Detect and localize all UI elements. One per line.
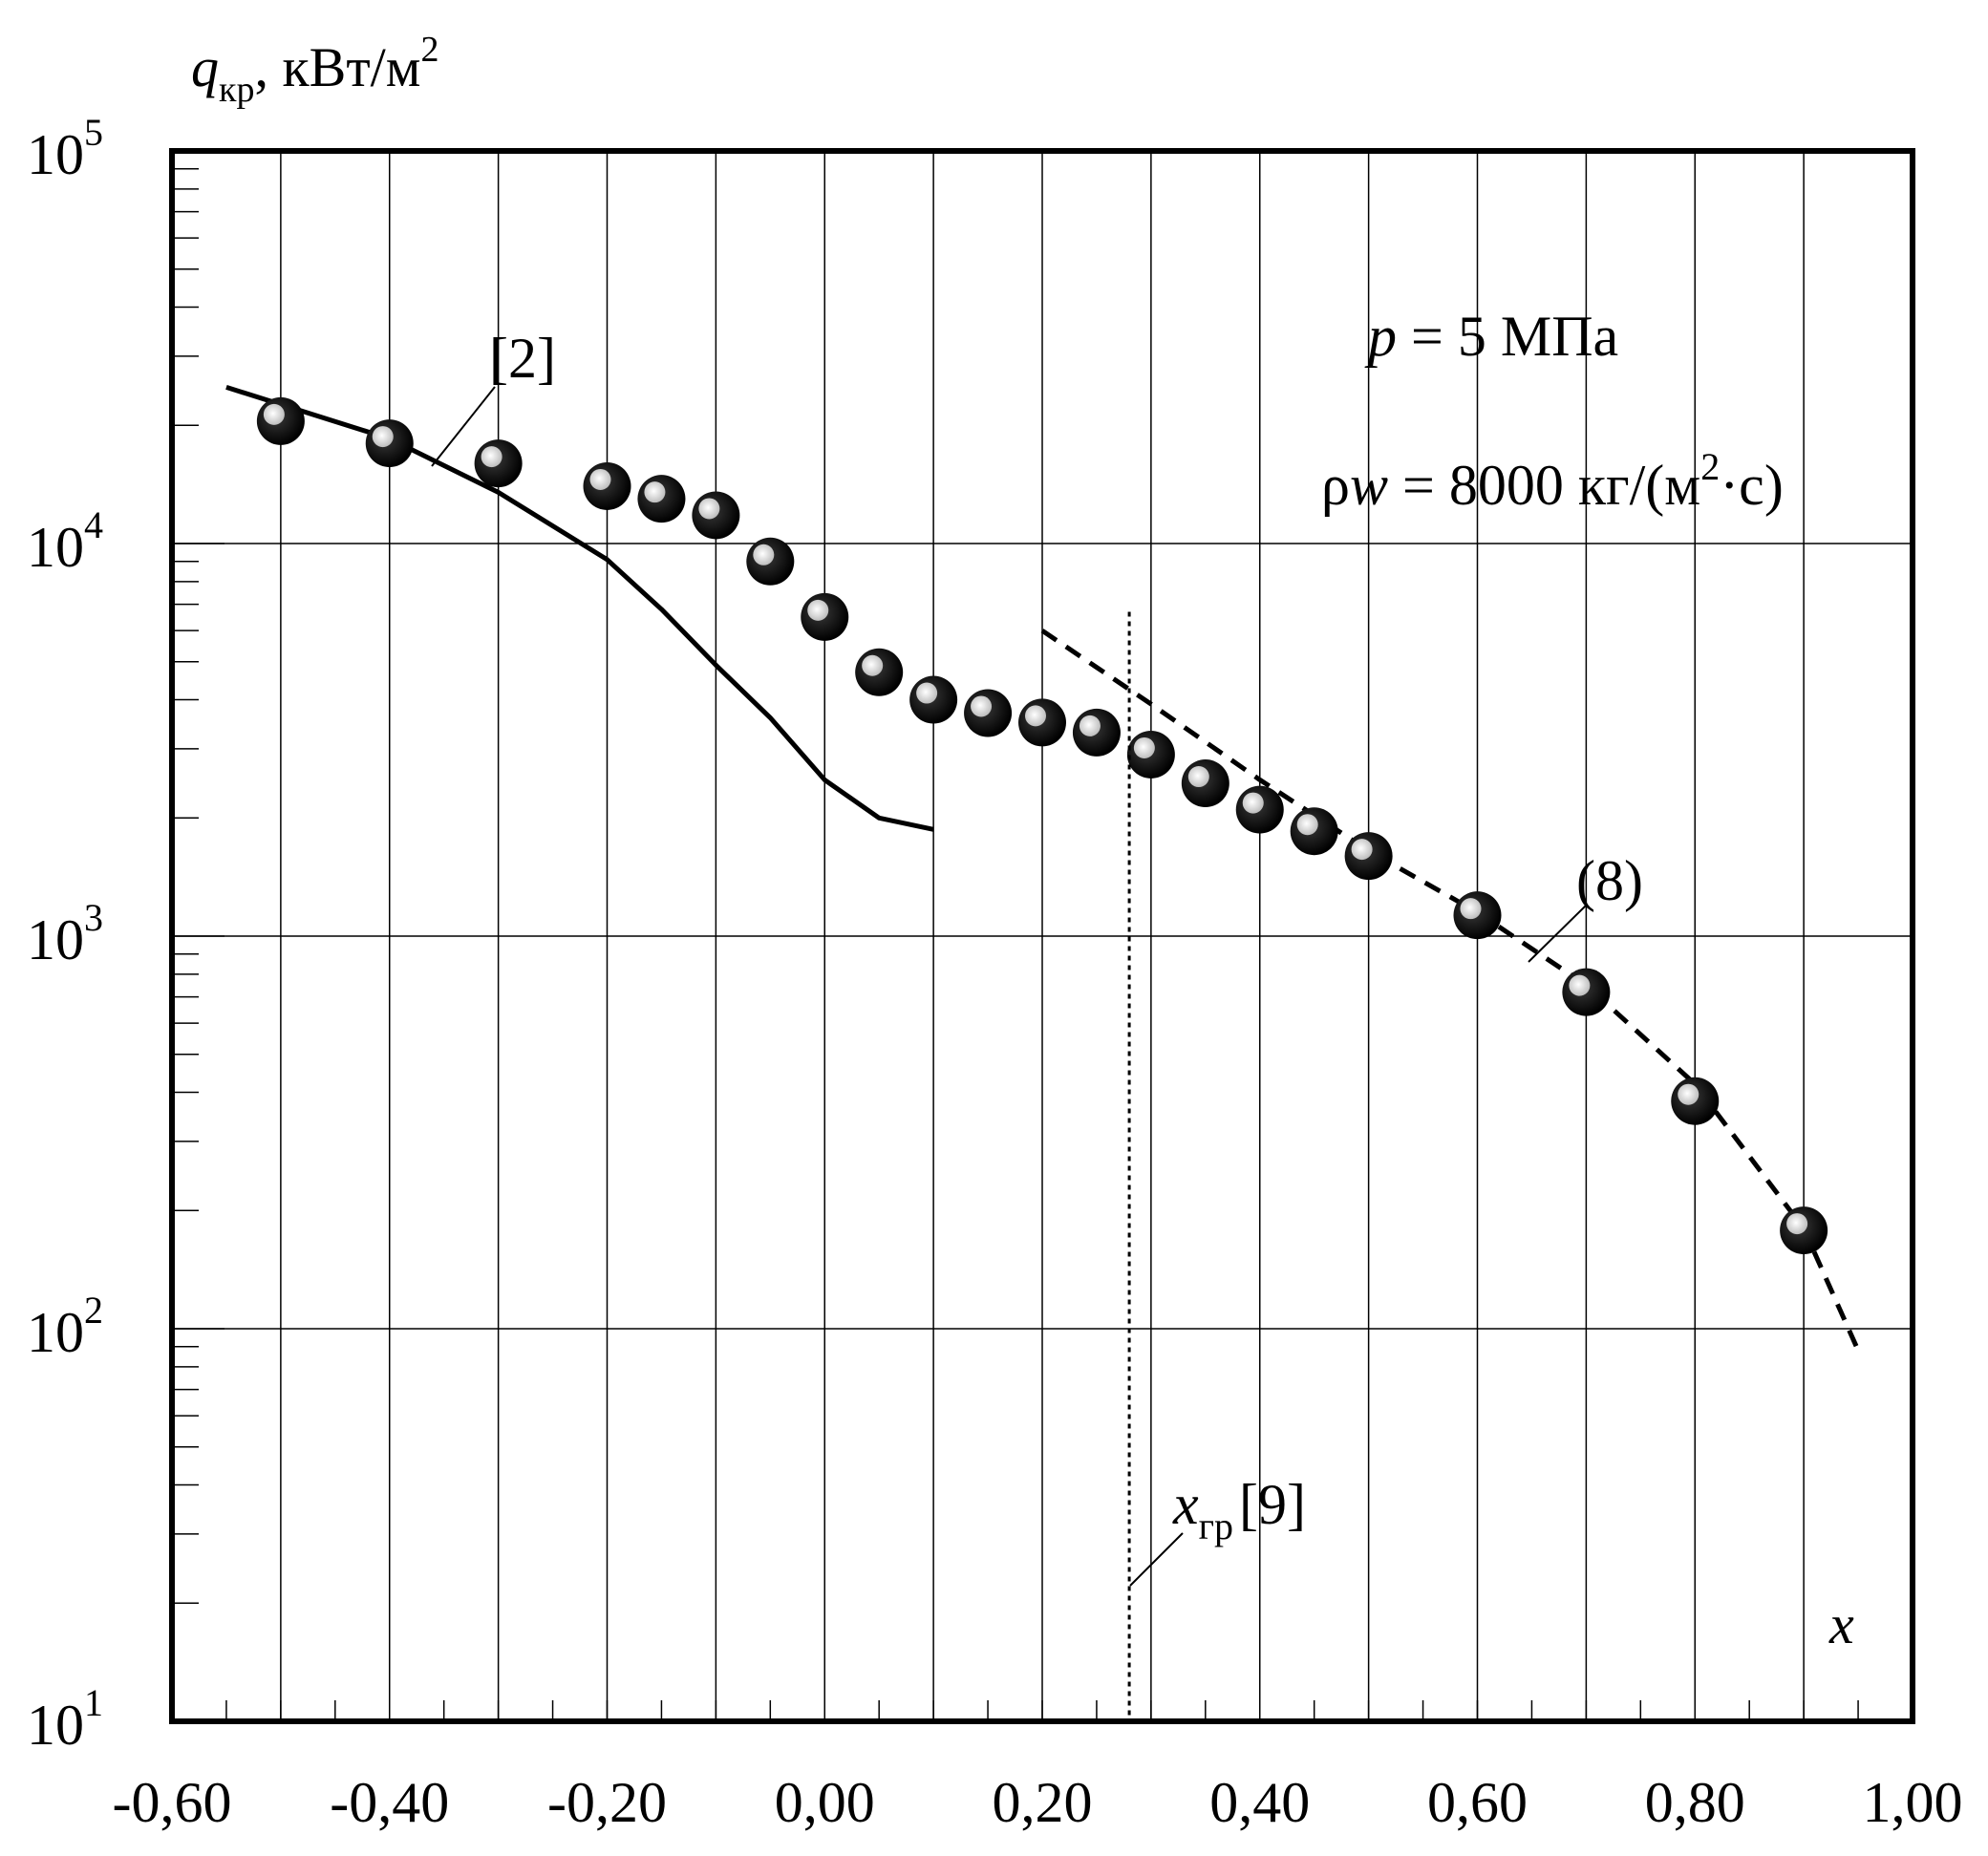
- ref-curve-leader: [431, 386, 496, 467]
- y-axis-label: qкр, кВт/м2: [191, 30, 439, 110]
- data-point-highlight: [263, 403, 285, 425]
- data-point-highlight: [1025, 705, 1046, 727]
- data-point-highlight: [1296, 814, 1318, 836]
- x-tick-label: 0,20: [993, 1771, 1093, 1834]
- x-tick-label: 0,60: [1427, 1771, 1528, 1834]
- y-tick-label: 104: [27, 503, 103, 579]
- x-tick-labels: -0,60 -0,40 -0,20 0,00 0,20 0,40 0,60 0,80 1,00: [113, 1771, 1963, 1834]
- y-tick-label: 103: [27, 896, 103, 971]
- data-point: [909, 675, 958, 724]
- y-tick-label: 102: [27, 1289, 103, 1364]
- grid: [172, 151, 1913, 1721]
- plot-frame: [169, 148, 1915, 1724]
- data-point: [1181, 759, 1229, 808]
- data-point-highlight: [589, 468, 611, 490]
- data-point: [1235, 785, 1284, 834]
- data-point-highlight: [698, 498, 720, 520]
- y-tick-label: 101: [27, 1681, 103, 1757]
- data-point-highlight: [862, 654, 884, 676]
- boundary-label: xгр [9]: [1172, 1473, 1306, 1547]
- data-point-highlight: [1460, 898, 1482, 920]
- data-point: [583, 461, 631, 510]
- data-point: [692, 491, 740, 540]
- data-point: [964, 689, 1013, 737]
- x-tick-label: 0,00: [775, 1771, 875, 1834]
- x-tick-label: -0,20: [547, 1771, 667, 1834]
- data-point: [746, 537, 795, 586]
- data-point: [474, 439, 523, 488]
- data-point-highlight: [916, 682, 938, 704]
- data-point-highlight: [753, 544, 775, 565]
- x-tick-label: 0,80: [1645, 1771, 1745, 1834]
- data-point: [1671, 1077, 1720, 1125]
- pressure-annotation: p = 5 МПа: [1364, 305, 1618, 368]
- data-point: [1290, 807, 1338, 856]
- data-point-highlight: [1133, 736, 1155, 758]
- data-point-highlight: [1678, 1083, 1699, 1105]
- y-tick-label: 105: [27, 111, 103, 186]
- ref-curve-label: [2]: [489, 327, 556, 390]
- data-point-highlight: [644, 481, 666, 503]
- data-point-highlight: [1351, 839, 1373, 861]
- eq-curve-leader: [1528, 905, 1587, 963]
- data-point-highlight: [1242, 792, 1264, 814]
- data-point-highlight: [1786, 1213, 1808, 1235]
- data-point: [1018, 698, 1066, 747]
- data-point-highlight: [481, 446, 502, 468]
- data-point: [365, 419, 414, 468]
- data-point: [637, 475, 686, 523]
- data-point-highlight: [1187, 766, 1209, 788]
- x-tick-label: -0,40: [330, 1771, 449, 1834]
- x-tick-label: 1,00: [1863, 1771, 1963, 1834]
- data-point-highlight: [1079, 715, 1101, 736]
- data-point: [1562, 968, 1611, 1016]
- data-markers: [256, 396, 1828, 1255]
- data-point-highlight: [807, 599, 829, 621]
- x-tick-label: -0,60: [113, 1771, 232, 1834]
- data-point: [801, 592, 849, 641]
- data-point-highlight: [1569, 974, 1591, 996]
- data-point: [1780, 1206, 1828, 1255]
- minor-ticks: [172, 168, 1859, 1722]
- data-point: [256, 396, 305, 445]
- reference-2-curve: [225, 385, 934, 832]
- eq-curve-label: (8): [1576, 849, 1643, 912]
- y-tick-labels: 101 102 103 104 105: [27, 111, 103, 1757]
- data-point: [1344, 832, 1393, 881]
- data-point: [1453, 891, 1502, 940]
- x-axis-label: x: [1828, 1593, 1854, 1655]
- data-point: [1126, 730, 1175, 779]
- boundary-leader: [1129, 1532, 1184, 1587]
- data-point-highlight: [971, 695, 993, 717]
- data-point-highlight: [372, 426, 394, 448]
- data-point: [1072, 708, 1121, 757]
- data-point: [855, 648, 904, 696]
- x-tick-label: 0,40: [1209, 1771, 1310, 1834]
- mass-flux-annotation: ρw = 8000 кг/(м2·с): [1321, 445, 1784, 517]
